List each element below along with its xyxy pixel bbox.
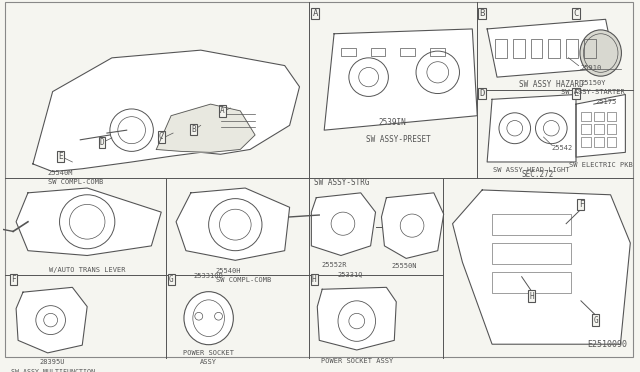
Polygon shape [317,287,396,350]
Bar [581,124,591,134]
Bar [581,137,591,147]
Text: 25540H: 25540H [216,268,241,274]
Text: SW COMPL-COMB: SW COMPL-COMB [48,179,103,185]
Ellipse shape [580,30,621,76]
Text: 25552R: 25552R [321,262,347,268]
Text: 25331Q: 25331Q [337,271,362,277]
Text: POWER SOCKET ASSY: POWER SOCKET ASSY [321,357,393,363]
Text: G: G [169,275,173,284]
Text: 25550N: 25550N [391,263,417,269]
Text: A: A [312,9,318,18]
Bar [513,39,525,58]
Bar [607,137,616,147]
Polygon shape [16,287,87,353]
Text: SEC.272: SEC.272 [522,170,554,179]
Ellipse shape [184,292,234,345]
Text: W/AUTO TRANS LEVER: W/AUTO TRANS LEVER [49,267,125,273]
Bar [594,137,604,147]
Text: SW COMPL-COMB: SW COMPL-COMB [216,276,271,283]
Text: C: C [159,132,164,141]
Text: F: F [11,275,15,284]
Bar [341,48,356,56]
Bar [495,39,507,58]
Bar [371,48,385,56]
Polygon shape [576,94,625,157]
Text: 25175: 25175 [596,99,617,105]
Bar [400,48,415,56]
Text: D: D [479,89,485,98]
Text: 25540M: 25540M [48,170,73,176]
Text: A: A [220,106,225,115]
Text: SW ASSY HAZARD: SW ASSY HAZARD [519,80,584,89]
Text: SW ASSY-MULTIFUNCTION: SW ASSY-MULTIFUNCTION [11,369,95,372]
Text: 25910: 25910 [581,65,602,71]
Bar [584,39,596,58]
Text: SW ASSY-HEAD LIGHT: SW ASSY-HEAD LIGHT [493,167,570,173]
Text: 25542: 25542 [551,145,573,151]
Polygon shape [381,193,444,259]
Text: B: B [191,125,196,134]
Text: SW ELECTRIC PKB: SW ELECTRIC PKB [569,162,632,168]
Bar [492,243,571,264]
Text: ASSY: ASSY [200,359,217,365]
Text: D: D [100,138,104,147]
Polygon shape [311,193,376,256]
Text: E2510090: E2510090 [588,340,628,349]
Polygon shape [324,29,477,130]
Bar [492,214,571,235]
Text: F: F [579,200,583,209]
Bar [492,272,571,293]
Bar [594,124,604,134]
Polygon shape [16,188,161,256]
Polygon shape [176,188,290,260]
Polygon shape [487,19,616,77]
Polygon shape [452,190,630,344]
Polygon shape [156,104,255,153]
Text: 253310B: 253310B [194,273,223,279]
Bar [594,112,604,122]
Text: B: B [479,9,485,18]
Bar [607,112,616,122]
Text: H: H [529,292,534,301]
Bar [548,39,560,58]
Text: H: H [312,275,317,284]
Bar [581,112,591,122]
Text: 25150Y: 25150Y [580,80,605,86]
Text: 28395U: 28395U [40,359,65,365]
Bar [430,48,445,56]
Bar [566,39,578,58]
Polygon shape [487,94,576,162]
Bar [607,124,616,134]
Text: POWER SOCKET: POWER SOCKET [183,350,234,356]
Text: 2539IN: 2539IN [378,118,406,127]
Text: SW ASSY-STARTER: SW ASSY-STARTER [561,90,625,96]
Text: SW ASSY-STRG: SW ASSY-STRG [314,178,370,187]
Bar [531,39,543,58]
Polygon shape [33,50,300,171]
Text: G: G [593,315,598,325]
Text: E: E [58,152,63,161]
Text: C: C [573,9,579,18]
Text: E: E [573,89,579,98]
Text: SW ASSY-PRESET: SW ASSY-PRESET [366,135,431,144]
